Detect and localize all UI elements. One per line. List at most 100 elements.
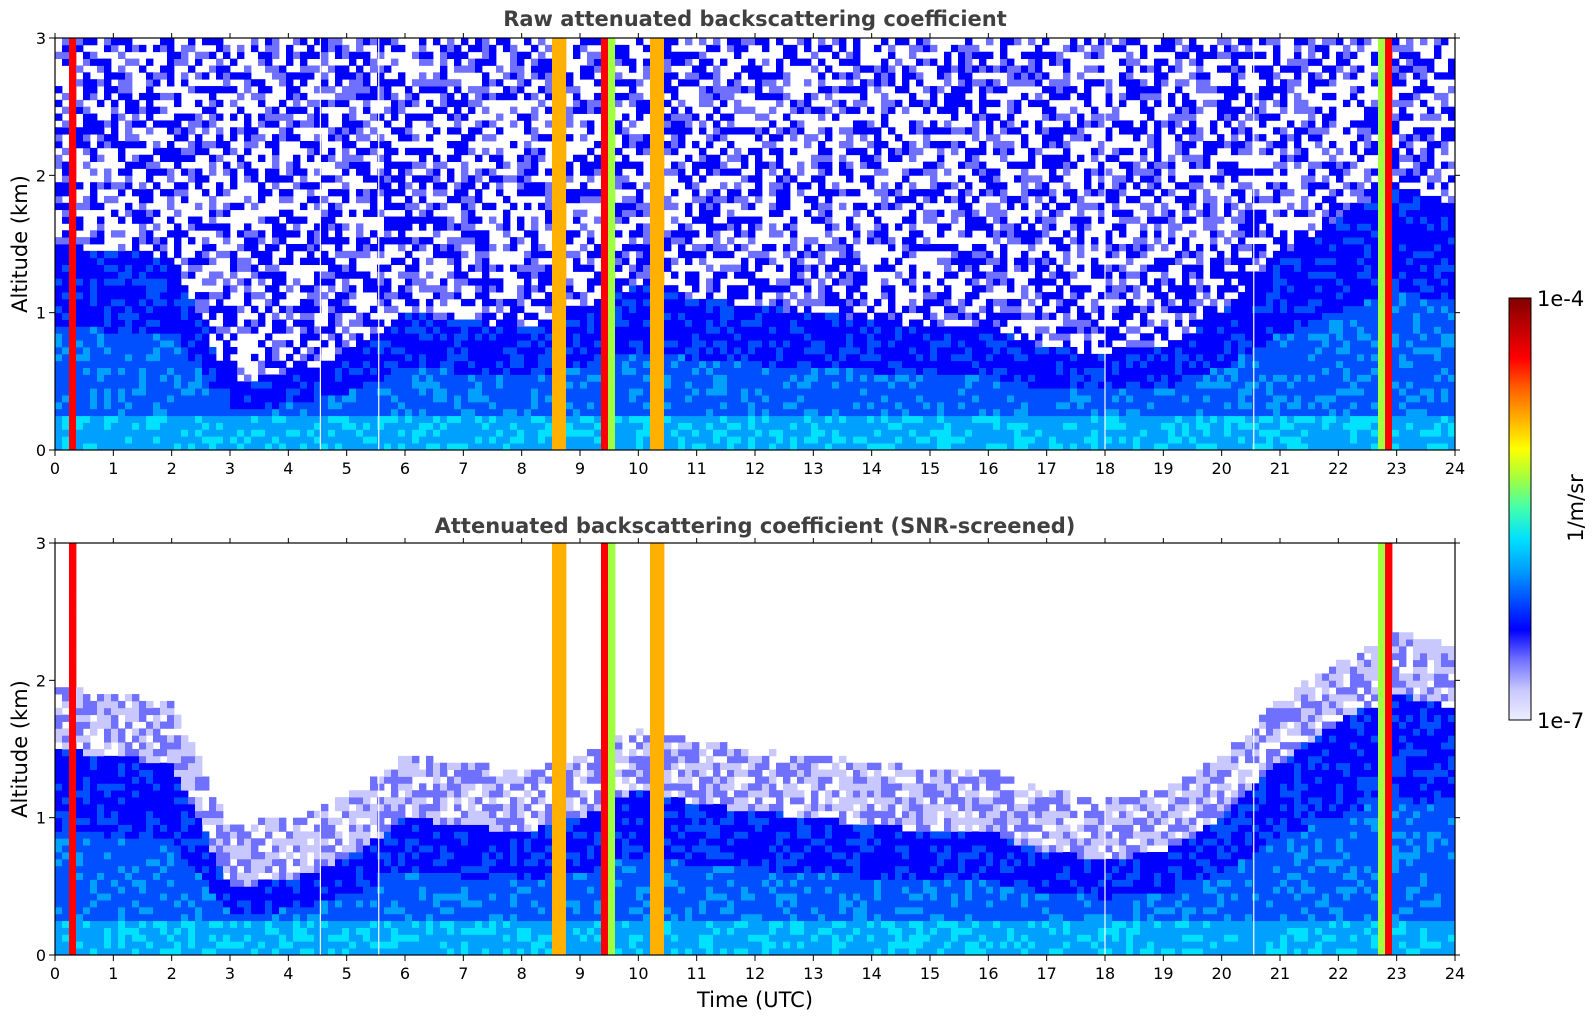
heatmap-cell	[846, 86, 854, 94]
heatmap-cell	[678, 79, 686, 87]
heatmap-cell	[342, 415, 350, 423]
heatmap-cell	[503, 436, 511, 444]
heatmap-cell	[769, 182, 777, 190]
heatmap-cell	[216, 182, 224, 190]
heatmap-cell	[832, 51, 840, 59]
heatmap-cell	[706, 223, 714, 231]
heatmap-cell	[797, 347, 805, 355]
heatmap-cell	[391, 257, 399, 265]
heatmap-cell	[461, 99, 469, 108]
heatmap-cell	[566, 429, 574, 437]
heatmap-cell	[307, 436, 315, 444]
heatmap-cell	[489, 415, 497, 423]
heatmap-cell	[111, 388, 119, 396]
heatmap-cell	[818, 168, 826, 176]
heatmap-cell	[769, 436, 777, 444]
heatmap-cell	[671, 319, 679, 327]
heatmap-cell	[566, 230, 574, 238]
heatmap-cell	[314, 292, 322, 300]
heatmap-cell	[713, 443, 721, 450]
heatmap-cell	[762, 415, 770, 423]
heatmap-cell	[608, 250, 616, 259]
heatmap-cell	[839, 189, 847, 197]
heatmap-cell	[97, 381, 105, 389]
heatmap-cell	[153, 147, 161, 156]
heatmap-cell	[174, 415, 182, 423]
heatmap-cell	[636, 381, 644, 389]
heatmap-cell	[293, 86, 301, 94]
heatmap-cell	[62, 161, 70, 169]
heatmap-cell	[258, 195, 266, 204]
heatmap-cell	[83, 86, 91, 94]
heatmap-cell	[265, 436, 273, 444]
heatmap-cell	[209, 395, 217, 403]
heatmap-cell	[699, 360, 707, 368]
heatmap-cell	[76, 223, 84, 231]
heatmap-cell	[615, 395, 623, 403]
heatmap-cell	[664, 257, 672, 265]
heatmap-cell	[265, 443, 273, 450]
heatmap-cell	[335, 202, 343, 211]
heatmap-cell	[475, 367, 483, 375]
heatmap-cell	[601, 381, 609, 389]
heatmap-cell	[797, 271, 805, 279]
heatmap-cell	[440, 244, 448, 252]
heatmap-cell	[594, 298, 602, 307]
heatmap-cell	[524, 388, 532, 396]
heatmap-cell	[699, 298, 707, 307]
heatmap-cell	[748, 388, 756, 396]
heatmap-cell	[76, 312, 84, 320]
heatmap-cell	[713, 127, 721, 135]
heatmap-cell	[475, 86, 483, 94]
heatmap-cell	[741, 374, 749, 382]
heatmap-cell	[188, 333, 196, 341]
heatmap-cell	[118, 79, 126, 87]
heatmap-cell	[146, 99, 154, 108]
heatmap-cell	[314, 134, 322, 142]
heatmap-cell	[69, 147, 77, 156]
heatmap-cell	[97, 415, 105, 423]
heatmap-cell	[727, 86, 735, 94]
heatmap-cell	[356, 237, 364, 245]
heatmap-cell	[384, 353, 392, 362]
heatmap-cell	[97, 312, 105, 320]
heatmap-cell	[307, 141, 315, 149]
heatmap-cell	[510, 367, 518, 375]
heatmap-cell	[356, 244, 364, 252]
heatmap-cell	[741, 292, 749, 300]
heatmap-cell	[713, 120, 721, 128]
heatmap-cell	[762, 388, 770, 396]
heatmap-cell	[503, 408, 511, 417]
heatmap-cell	[629, 388, 637, 396]
heatmap-cell	[468, 340, 476, 348]
heatmap-cell	[90, 292, 98, 300]
heatmap-cell	[132, 250, 140, 259]
heatmap-cell	[755, 257, 763, 265]
heatmap-cell	[139, 154, 147, 162]
heatmap-cell	[552, 340, 560, 348]
heatmap-cell	[279, 367, 287, 375]
heatmap-cell	[265, 298, 273, 307]
heatmap-cell	[160, 147, 168, 156]
heatmap-cell	[118, 51, 126, 59]
heatmap-cell	[118, 367, 126, 375]
heatmap-cell	[713, 367, 721, 375]
heatmap-cell	[153, 244, 161, 252]
heatmap-cell	[454, 223, 462, 231]
heatmap-cell	[524, 408, 532, 417]
heatmap-cell	[132, 257, 140, 265]
heatmap-cell	[594, 92, 602, 101]
heatmap-cell	[76, 381, 84, 389]
heatmap-cell	[300, 360, 308, 368]
heatmap-cell	[811, 326, 819, 334]
heatmap-cell	[825, 65, 833, 73]
heatmap-cell	[391, 415, 399, 423]
heatmap-cell	[104, 134, 112, 142]
heatmap-cell	[559, 154, 567, 162]
heatmap-cell	[153, 340, 161, 348]
heatmap-cell	[104, 257, 112, 265]
heatmap-cell	[398, 230, 406, 238]
heatmap-cell	[160, 429, 168, 437]
heatmap-cell	[818, 72, 826, 80]
heatmap-cell	[258, 367, 266, 375]
